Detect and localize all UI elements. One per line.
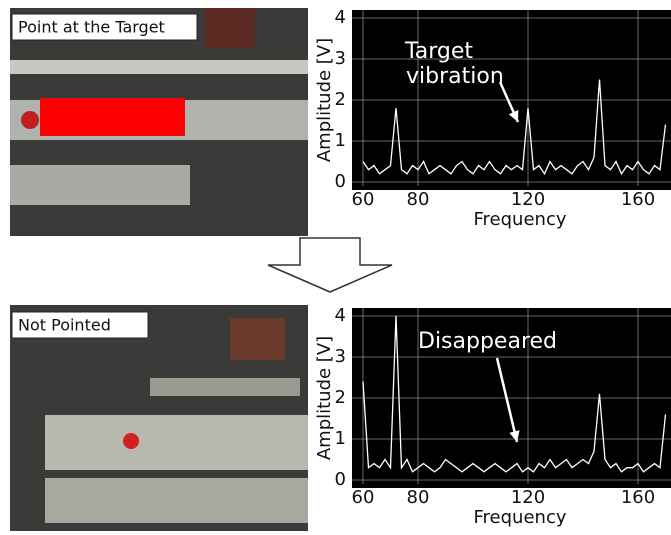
panel-label: Point at the Target <box>18 18 165 37</box>
annotation: Target <box>404 39 473 64</box>
y-axis-label: Amplitude [V] <box>314 336 335 460</box>
x-tick-label: 120 <box>511 487 545 508</box>
y-tick-label: 0 <box>335 171 346 192</box>
x-tick-label: 80 <box>407 189 430 210</box>
y-tick-label: 3 <box>335 346 346 367</box>
y-tick-label: 1 <box>335 428 346 449</box>
photo-bar <box>45 415 308 470</box>
annotation: Disappeared <box>418 329 557 354</box>
photo-bar <box>45 478 308 523</box>
x-axis-label: Frequency <box>474 507 567 528</box>
y-tick-label: 1 <box>335 130 346 151</box>
photo-part <box>205 8 255 48</box>
photo-bar <box>10 165 190 205</box>
x-tick-label: 80 <box>407 487 430 508</box>
y-tick-label: 3 <box>335 48 346 69</box>
target-dot <box>123 433 139 449</box>
pointer-mark <box>40 98 185 136</box>
target-dot <box>21 111 39 129</box>
x-tick-label: 60 <box>352 189 375 210</box>
x-tick-label: 120 <box>511 189 545 210</box>
y-axis-label: Amplitude [V] <box>314 38 335 162</box>
photo-bar <box>10 60 308 74</box>
panel-label: Not Pointed <box>18 316 111 335</box>
x-tick-label: 160 <box>621 487 655 508</box>
x-axis-label: Frequency <box>474 209 567 230</box>
figure: Point at the Target012346080120160Freque… <box>0 0 671 531</box>
x-tick-label: 160 <box>621 189 655 210</box>
annotation: vibration <box>406 64 504 89</box>
x-tick-label: 60 <box>352 487 375 508</box>
y-tick-label: 4 <box>335 305 346 326</box>
photo-bar <box>150 378 300 396</box>
y-tick-label: 0 <box>335 469 346 490</box>
y-tick-label: 4 <box>335 7 346 28</box>
photo-part <box>230 318 285 360</box>
y-tick-label: 2 <box>335 387 346 408</box>
y-tick-label: 2 <box>335 89 346 110</box>
down-arrow <box>268 238 392 292</box>
